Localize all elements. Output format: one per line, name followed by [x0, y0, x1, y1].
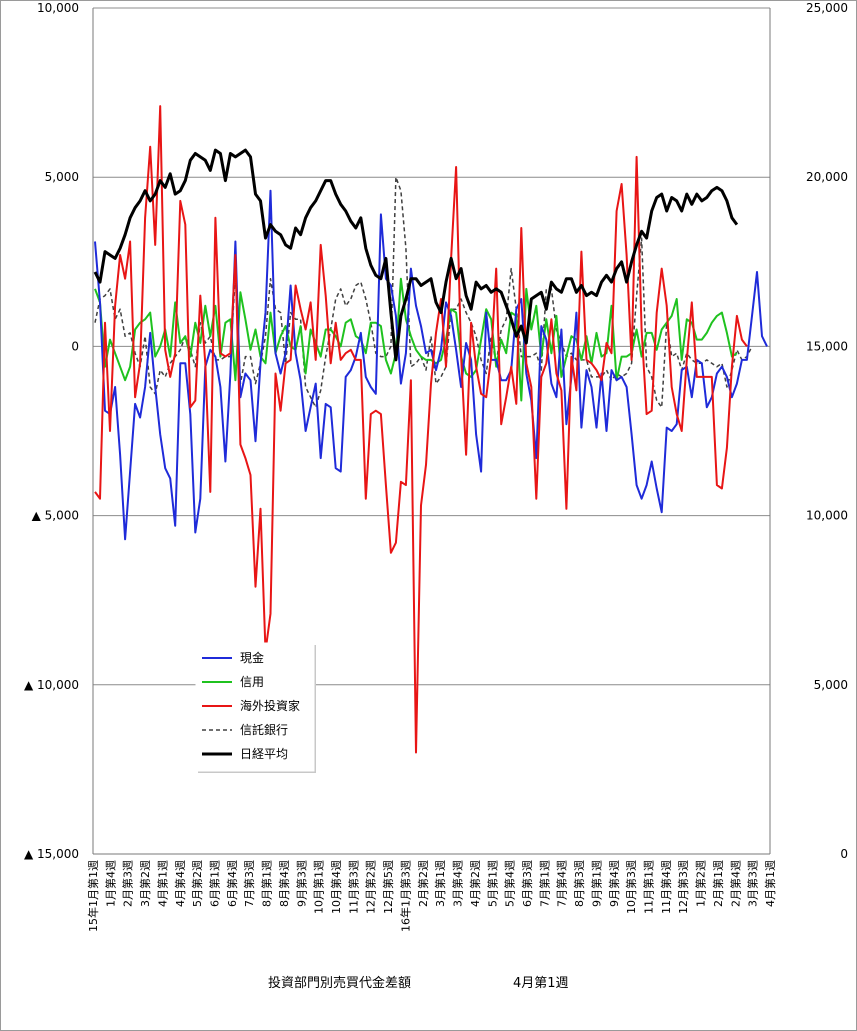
x-tick-label: 8月第4週 — [277, 860, 291, 907]
left-tick-label: ▲ 15,000 — [24, 847, 79, 861]
x-tick-label: 1月第4週 — [103, 860, 117, 907]
right-tick-label: 15,000 — [806, 339, 848, 353]
series-line-2 — [94, 105, 748, 754]
series-line-4 — [93, 148, 739, 362]
x-tick-labels: 15年1月第1週 1月第4週 2月第3週 3月第2週 4月第1週 4月第4週 5月第2週 6月… — [86, 860, 777, 932]
x-tick-label: 9月第1週 — [589, 860, 603, 907]
x-tick-label: 9月第4週 — [607, 860, 621, 907]
x-tick-label: 5月第1週 — [485, 860, 499, 907]
x-tick-label: 12月第2週 — [364, 860, 378, 914]
x-tick-label: 7月第1週 — [537, 860, 551, 907]
x-tick-label: 7月第3週 — [242, 860, 256, 907]
x-tick-label: 15年1月第1週 — [86, 860, 100, 932]
x-tick-label: 4月第1週 — [763, 860, 777, 907]
x-tick-label: 11月第4週 — [659, 860, 673, 914]
series-line-3 — [94, 176, 753, 409]
right-tick-label: 20,000 — [806, 170, 848, 184]
series-line-0 — [94, 189, 768, 541]
right-tick-label: 10,000 — [806, 509, 848, 523]
x-tick-label: 9月第3週 — [294, 860, 308, 907]
left-tick-label: 10,000 — [37, 1, 79, 15]
x-tick-label: 2月第4週 — [728, 860, 742, 907]
x-tick-label: 3月第4週 — [451, 860, 465, 907]
x-tick-label: 6月第1週 — [208, 860, 222, 907]
right-tick-label: 25,000 — [806, 1, 848, 15]
chart-title: 投資部門別売買代金差額 — [268, 976, 412, 991]
x-tick-label: 8月第1週 — [260, 860, 274, 907]
x-tick-label: 10月第4週 — [329, 860, 343, 914]
left-tick-label: ▲ 5,000 — [32, 509, 79, 523]
right-tick-label: 5,000 — [814, 678, 848, 692]
x-tick-label: 6月第3週 — [520, 860, 534, 907]
x-tick-label: 3月第1週 — [433, 860, 447, 907]
x-tick-label: 3月第3週 — [746, 860, 760, 907]
x-tick-label: 2月第2週 — [416, 860, 430, 907]
legend-box — [195, 642, 315, 772]
x-tick-label: 10月第3週 — [624, 860, 638, 914]
series-lines — [93, 105, 768, 754]
x-tick-label: 8月第3週 — [572, 860, 586, 907]
x-tick-label: 12月第5週 — [381, 860, 395, 914]
x-tick-label: 16年1月第3週 — [399, 860, 413, 932]
x-tick-label: 12月第3週 — [676, 860, 690, 914]
legend-label: 海外投資家 — [240, 698, 300, 713]
x-tick-label: 2月第3週 — [121, 860, 135, 907]
legend-label: 日経平均 — [240, 747, 288, 761]
x-tick-label: 7月第4週 — [555, 860, 569, 907]
x-tick-label: 6月第4週 — [225, 860, 239, 907]
x-tick-label: 3月第2週 — [138, 860, 152, 907]
x-tick-label: 10月第1週 — [312, 860, 326, 914]
left-tick-label: 0 — [71, 339, 79, 353]
x-tick-label: 1月第2週 — [694, 860, 708, 907]
x-tick-label: 5月第2週 — [190, 860, 204, 907]
x-tick-label: 4月第4週 — [173, 860, 187, 907]
x-tick-label: 4月第1週 — [155, 860, 169, 907]
x-tick-label: 4月第2週 — [468, 860, 482, 907]
x-tick-label: 2月第1週 — [711, 860, 725, 907]
axes: 10,000 5,000 0 ▲ 5,000 ▲ 10,000 ▲ 15,000 25,00… — [24, 1, 848, 861]
x-tick-label: 5月第4週 — [503, 860, 517, 907]
legend-label: 現金 — [240, 650, 264, 665]
chart-subtitle: 4月第1週 — [513, 976, 569, 991]
grid-lines — [93, 7, 770, 855]
left-tick-label: ▲ 10,000 — [24, 678, 79, 692]
x-tick-label: 11月第3週 — [346, 860, 360, 914]
legend-label: 信用 — [240, 675, 264, 689]
x-tick-label: 11月第1週 — [642, 860, 656, 914]
left-tick-label: 5,000 — [45, 170, 79, 184]
legend-label: 信託銀行 — [240, 722, 288, 737]
right-tick-label: 0 — [840, 847, 848, 861]
